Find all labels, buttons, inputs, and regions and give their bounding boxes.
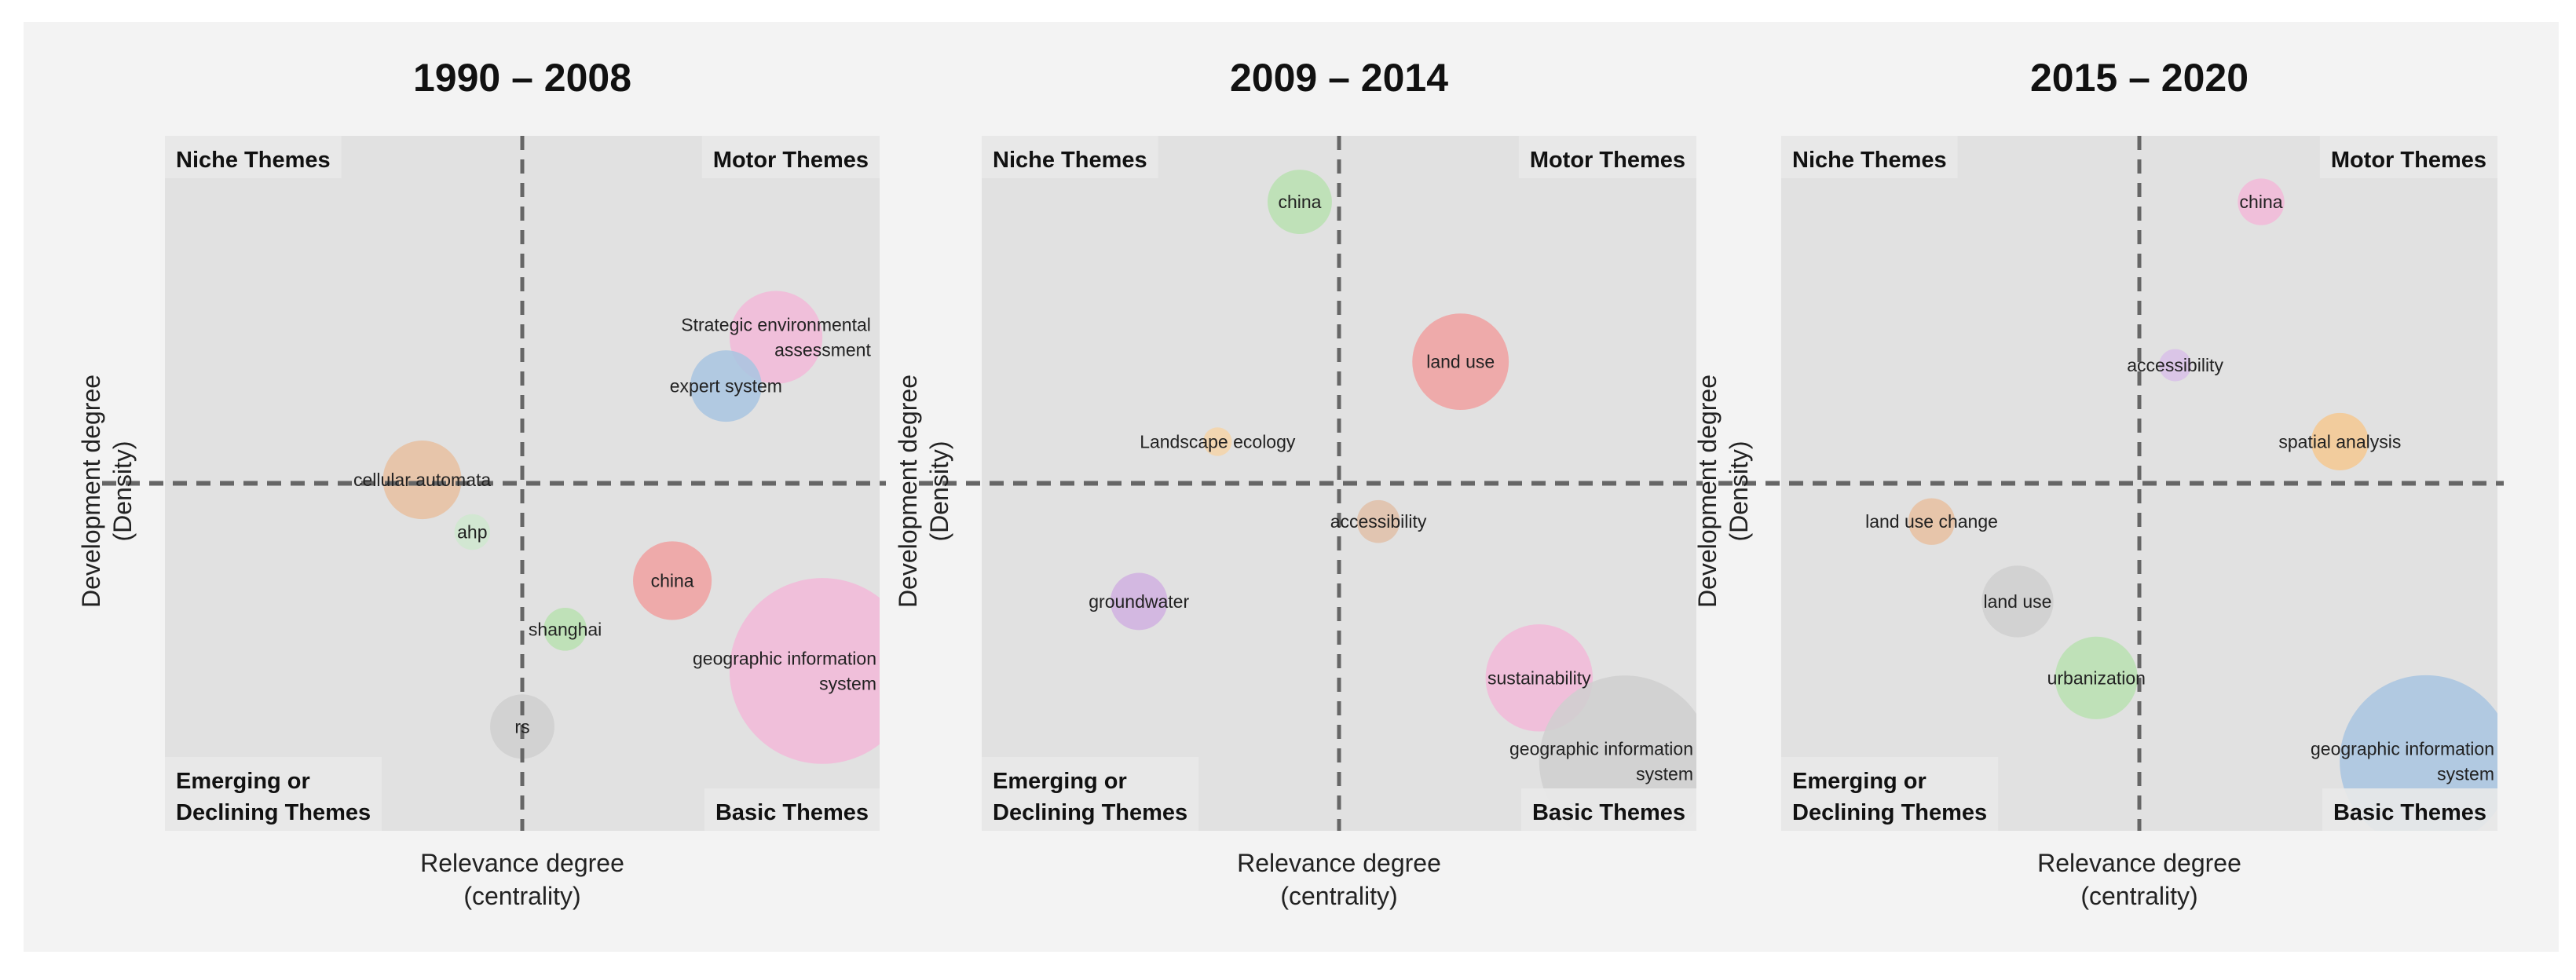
niche-themes-label: Niche Themes [176,148,331,173]
bubble-point [2311,412,2369,470]
y-axis-title: Development degree [1693,375,1722,608]
motor-themes-label-box [2319,136,2497,178]
motor-themes-label: Motor Themes [2331,148,2486,173]
y-axis-title: Development degree [77,375,105,608]
bubble-point [1356,499,1400,543]
motor-themes-label: Motor Themes [1530,148,1685,173]
bubble-point [729,291,823,384]
bubble-label: rs [514,716,529,737]
bubble-point [1203,427,1232,456]
motor-themes-label-box [701,136,880,178]
panel-title: 1990 – 2008 [413,56,631,100]
bubble-label: groundwater [1089,591,1189,612]
emerging-declining-themes-label: Declining Themes [1792,800,1987,825]
basic-themes-label-box [1520,788,1696,831]
basic-themes-label-box [2322,788,2497,831]
niche-themes-label-box [165,136,342,178]
bubble-point [2159,349,2192,382]
panel-title: 2009 – 2014 [1230,56,1448,100]
bubble-point [2238,178,2285,225]
y-axis-title: Development degree [894,375,922,608]
motor-themes-label-box [1518,136,1696,178]
bubble-label: accessibility [1330,511,1427,532]
bubble-label: land use change [1865,511,1998,532]
x-axis-title: Relevance degree [2037,849,2241,877]
emerging-declining-themes-label: Emerging or [1792,769,1927,794]
x-axis-title: Relevance degree [420,849,624,877]
basic-themes-label: Basic Themes [2333,800,2486,825]
niche-themes-label: Niche Themes [993,148,1147,173]
panel-title: 2015 – 2020 [2030,56,2249,100]
bubble-label: geographic information [693,648,876,668]
bubble-label: china [2240,192,2283,212]
emerging-declining-themes-label-box [1781,757,1999,831]
basic-themes-label: Basic Themes [715,800,869,825]
emerging-declining-themes-label-box [982,757,1199,831]
niche-themes-label-box [1781,136,1958,178]
x-axis-subtitle: (centrality) [1280,882,1397,910]
bubble-point [633,541,712,620]
x-axis-subtitle: (centrality) [463,882,580,910]
bubble-label: system [1636,764,1693,784]
bubble-label: spatial analysis [2278,431,2401,452]
bubble-point [454,514,491,550]
bubble-label: urbanization [2047,667,2146,688]
bubble-label: china [1278,192,1321,212]
bubble-label: sustainability [1487,667,1591,688]
bubble-point [2055,636,2138,719]
emerging-declining-themes-label: Declining Themes [176,800,371,825]
bubble-label: geographic information [1509,739,1693,759]
basic-themes-label: Basic Themes [1532,800,1685,825]
bubble-label: accessibility [2127,355,2223,375]
y-axis-subtitle: (Density) [1725,441,1753,541]
x-axis-subtitle: (centrality) [2080,882,2197,910]
niche-themes-label: Niche Themes [1792,148,1947,173]
bubble-point [1268,170,1332,235]
bubble-point [1908,498,1956,545]
panel-1: 1990 – 2008 Strategic environmental assess… [77,56,886,910]
strategic-diagrams-chart: 1990 – 2008 Strategic environmental assess… [77,56,2504,910]
bubble-label: china [651,570,694,591]
y-axis-subtitle: (Density) [925,441,953,541]
bubble-label: cellular automata [353,470,491,490]
bubble-label: assessment [774,340,871,360]
figure: 1990 – 2008 Strategic environmental assess… [24,22,2559,952]
panel-2: 2009 – 2014 china land use Landscape ecolog… [894,56,1703,910]
emerging-declining-themes-label: Emerging or [176,769,310,794]
bubble-label: system [819,673,876,693]
bubble-label: geographic information [2311,739,2494,759]
bubble-point [543,608,587,651]
motor-themes-label: Motor Themes [713,148,869,173]
y-axis-subtitle: (Density) [108,441,137,541]
bubble-point [729,578,880,764]
bubble-point [1981,565,2054,638]
bubble-label: ahp [457,521,487,542]
bubble-point [690,350,762,422]
basic-themes-label-box [704,788,880,831]
bubble-label: Landscape ecology [1140,431,1296,452]
bubble-point [382,441,462,520]
bubble-label: shanghai [529,619,602,639]
bubble-label: land use [1983,591,2051,612]
bubble-group [382,291,880,764]
niche-themes-label-box [982,136,1158,178]
emerging-declining-themes-label: Declining Themes [993,800,1187,825]
bubble-label: system [2437,764,2494,784]
bubble-point [1412,313,1509,411]
emerging-declining-themes-label-box [165,757,382,831]
bubble-label: land use [1426,352,1495,372]
panel-3: 2015 – 2020 china accessibility spatial ana… [1693,56,2504,910]
bubble-label: expert system [670,376,782,397]
emerging-declining-themes-label: Emerging or [993,769,1127,794]
bubble-label: Strategic environmental [681,315,871,335]
bubble-point [1110,572,1168,631]
x-axis-title: Relevance degree [1237,849,1441,877]
